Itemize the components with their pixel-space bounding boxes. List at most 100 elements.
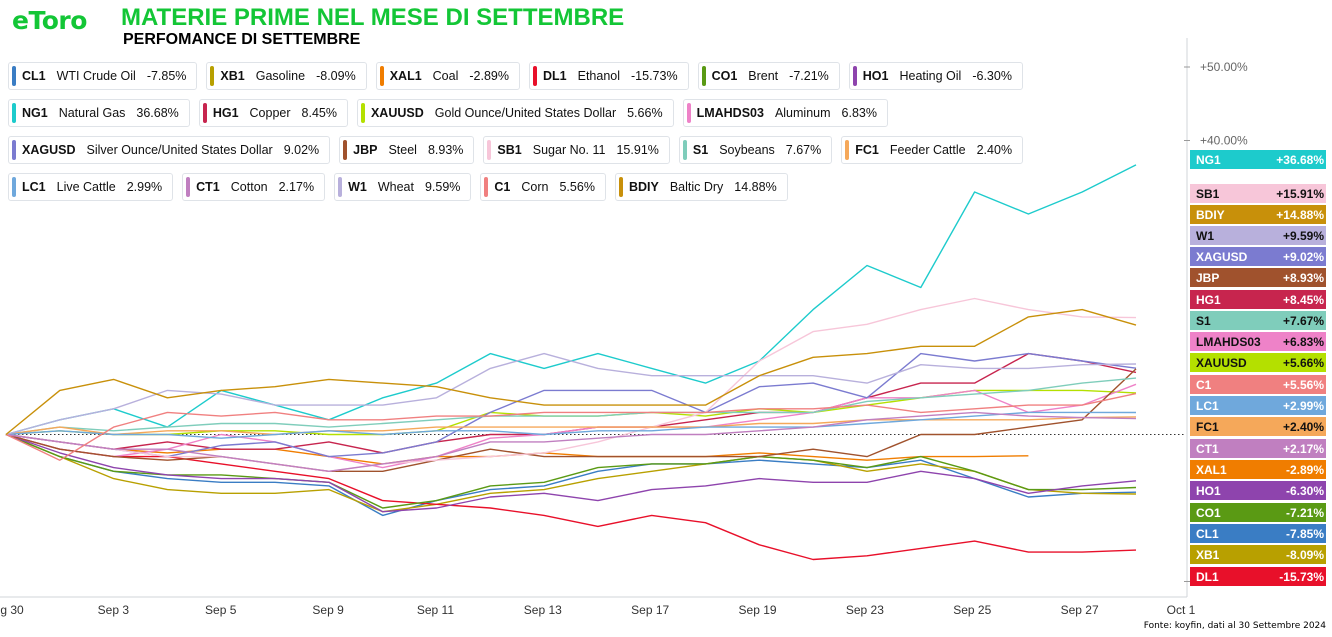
legend-symbol: BDIY [628, 180, 659, 194]
legend-name: Gold Ounce/United States Dollar [434, 106, 617, 120]
x-tick-label: Sep 19 [739, 603, 777, 617]
value-tag-symbol: JBP [1196, 271, 1219, 285]
value-tag-symbol: HO1 [1196, 484, 1221, 498]
value-tag-value: +6.83% [1283, 335, 1324, 349]
value-tag-symbol: CO1 [1196, 506, 1221, 520]
value-tag-value: +9.02% [1283, 250, 1324, 264]
legend-item-c1[interactable]: C1 Corn 5.56% [480, 173, 606, 201]
legend-item-dl1[interactable]: DL1 Ethanol -15.73% [528, 62, 689, 90]
legend-name: Natural Gas [58, 106, 126, 120]
value-tag-value: +8.45% [1283, 293, 1324, 307]
value-tag-value: +8.93% [1283, 271, 1324, 285]
legend-symbol: JBP [353, 143, 378, 157]
value-tag-ng1 [1190, 150, 1326, 169]
value-tag-value: +2.99% [1283, 399, 1324, 413]
legend-name: Wheat [377, 180, 414, 194]
etoro-logo: eToro [12, 6, 87, 35]
legend-symbol: CL1 [22, 69, 46, 83]
legend-item-fc1[interactable]: FC1 Feeder Cattle 2.40% [841, 136, 1024, 164]
legend-name: Aluminum [774, 106, 831, 120]
legend-item-lc1[interactable]: LC1 Live Cattle 2.99% [8, 173, 174, 201]
series-line-xb1 [5, 433, 1137, 513]
x-tick-label: Sep 13 [524, 603, 562, 617]
value-tag-value: +5.56% [1283, 378, 1324, 392]
legend-value: 8.45% [301, 106, 337, 120]
legend-value: 2.99% [126, 180, 163, 194]
value-tag-value: +2.40% [1283, 420, 1324, 434]
value-tag-xb1 [1190, 545, 1326, 564]
value-tag-jbp [1190, 268, 1326, 287]
value-tag-symbol: XB1 [1196, 548, 1220, 562]
value-tag-symbol: SB1 [1196, 187, 1220, 201]
legend-item-w1[interactable]: W1 Wheat 9.59% [334, 173, 472, 201]
legend-item-xb1[interactable]: XB1 Gasoline -8.09% [206, 62, 367, 90]
legend-item-ng1[interactable]: NG1 Natural Gas 36.68% [8, 99, 190, 127]
legend-swatch [343, 140, 348, 160]
value-tag-symbol: LC1 [1196, 399, 1219, 413]
legend-swatch [852, 66, 857, 86]
value-tag-value: +2.17% [1283, 442, 1324, 456]
legend-name: Coal [432, 69, 459, 83]
legend-item-xauusd[interactable]: XAUUSD Gold Ounce/United States Dollar 5.6… [356, 99, 674, 127]
legend-symbol: CO1 [711, 69, 738, 83]
value-tags: NG1 +36.68% SB1 +15.91% BDIY +14.88% W1 +9.59% X… [1190, 150, 1326, 586]
legend-item-ho1[interactable]: HO1 Heating Oil -6.30% [848, 62, 1023, 90]
legend-item-ct1[interactable]: CT1 Cotton 2.17% [182, 173, 326, 201]
series-line-lc1 [5, 411, 1137, 439]
series-line-sb1 [5, 297, 1137, 472]
legend-item-bdiy[interactable]: BDIY Baltic Dry 14.88% [614, 173, 788, 201]
legend-item-cl1[interactable]: CL1 WTI Crude Oil -7.85% [8, 62, 198, 90]
legend-swatch [202, 103, 207, 123]
value-tag-value: +7.67% [1283, 314, 1324, 328]
value-tag-ct1 [1190, 439, 1326, 458]
x-tick-label: Sep 9 [312, 603, 344, 617]
legend-item-xagusd[interactable]: XAGUSD Silver Ounce/United States Dollar 9… [8, 136, 331, 164]
legend-item-co1[interactable]: CO1 Brent -7.21% [697, 62, 840, 90]
legend-symbol: CT1 [196, 180, 220, 194]
legend-swatch [210, 66, 215, 86]
legend-value: 9.02% [283, 143, 320, 157]
legend-name: Silver Ounce/United States Dollar [86, 143, 273, 157]
value-tag-c1 [1190, 375, 1326, 394]
value-tag-hg1 [1190, 290, 1326, 309]
legend-item-s1[interactable]: S1 Soybeans 7.67% [678, 136, 833, 164]
chart-subtitle: PERFOMANCE DI SETTEMBRE [123, 31, 361, 48]
legend-symbol: LC1 [22, 180, 46, 194]
legend-swatch [845, 140, 850, 160]
legend-swatch [12, 103, 16, 123]
legend-name: Live Cattle [56, 180, 116, 194]
legend-name: Cotton [230, 180, 268, 194]
legend-swatch [487, 140, 492, 160]
value-tag-value: +14.88% [1276, 208, 1324, 222]
legend-name: Gasoline [255, 69, 306, 83]
legend-swatch [682, 140, 687, 160]
value-tag-symbol: DL1 [1196, 570, 1219, 584]
value-tag-symbol: XAUUSD [1196, 356, 1247, 370]
x-tick-label: Sep 27 [1061, 603, 1099, 617]
value-tag-value: +15.91% [1276, 187, 1324, 201]
value-tag-value: -6.30% [1286, 484, 1324, 498]
legend-value: 5.56% [559, 180, 595, 194]
legend-item-lmahds03[interactable]: LMAHDS03 Aluminum 6.83% [682, 99, 888, 127]
value-tag-value: -7.21% [1286, 506, 1324, 520]
legend-swatch [12, 66, 16, 86]
legend-name: WTI Crude Oil [56, 69, 136, 83]
value-tag-symbol: LMAHDS03 [1196, 335, 1261, 349]
legend-row: NG1 Natural Gas 36.68% HG1 Copper 8.45% XAUUSD… [8, 99, 1108, 127]
value-tag-symbol: XAL1 [1196, 463, 1227, 477]
legend-value: -7.21% [789, 69, 829, 83]
legend-row: XAGUSD Silver Ounce/United States Dollar 9… [8, 136, 1108, 164]
legend-name: Baltic Dry [669, 180, 724, 194]
legend-item-jbp[interactable]: JBP Steel 8.93% [339, 136, 475, 164]
legend-item-hg1[interactable]: HG1 Copper 8.45% [198, 99, 348, 127]
legend-item-sb1[interactable]: SB1 Sugar No. 11 15.91% [483, 136, 670, 164]
value-tag-xauusd [1190, 353, 1326, 372]
legend-swatch [379, 66, 384, 86]
value-tag-w1 [1190, 226, 1326, 245]
series-line-cl1 [5, 433, 1137, 517]
value-tag-xal1 [1190, 460, 1326, 479]
x-tick-label: Sep 5 [205, 603, 237, 617]
legend-item-xal1[interactable]: XAL1 Coal -2.89% [375, 62, 520, 90]
source-note: Fonte: koyfin, dati al 30 Settembre 2024 [1143, 621, 1326, 631]
value-tag-symbol: CT1 [1196, 442, 1219, 456]
